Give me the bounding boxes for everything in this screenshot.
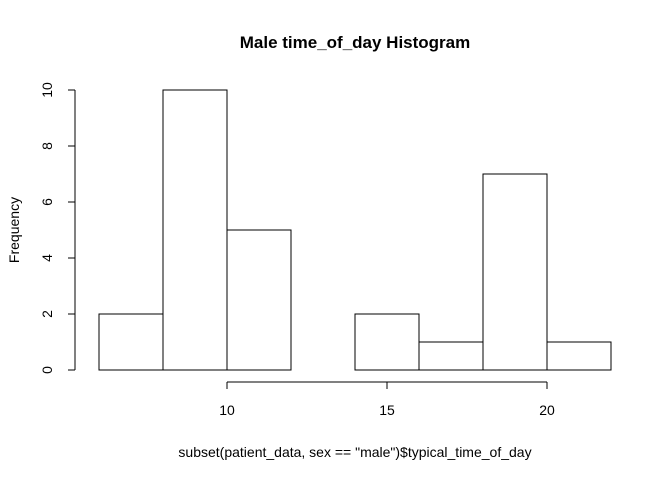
y-tick-label-2: 4 [39, 254, 55, 262]
y-tick-label-3: 6 [39, 198, 55, 206]
x-axis: 10 15 20 [219, 381, 555, 418]
histogram-bar-4 [354, 313, 420, 371]
x-tick-label-0: 10 [219, 402, 235, 418]
y-tick-label-5: 10 [39, 82, 55, 98]
y-tick-label-1: 2 [39, 310, 55, 318]
y-tick-label-4: 8 [39, 142, 55, 150]
chart-title: Male time_of_day Histogram [240, 33, 471, 52]
histogram-bar-0 [98, 313, 164, 371]
x-tick-label-2: 20 [539, 402, 555, 418]
histogram-bar-5 [418, 341, 484, 371]
y-axis: 0 2 4 6 8 10 [39, 82, 76, 374]
histogram-bar-1 [162, 89, 228, 371]
y-tick-label-0: 0 [39, 366, 55, 374]
histogram-bar-2 [226, 229, 292, 371]
histogram-bar-7 [546, 341, 612, 371]
y-axis-label: Frequency [6, 197, 22, 263]
histogram-bar-6 [482, 173, 548, 371]
x-tick-label-1: 15 [379, 402, 395, 418]
x-axis-label: subset(patient_data, sex == "male")$typi… [178, 444, 531, 460]
bars-layer [98, 89, 612, 371]
